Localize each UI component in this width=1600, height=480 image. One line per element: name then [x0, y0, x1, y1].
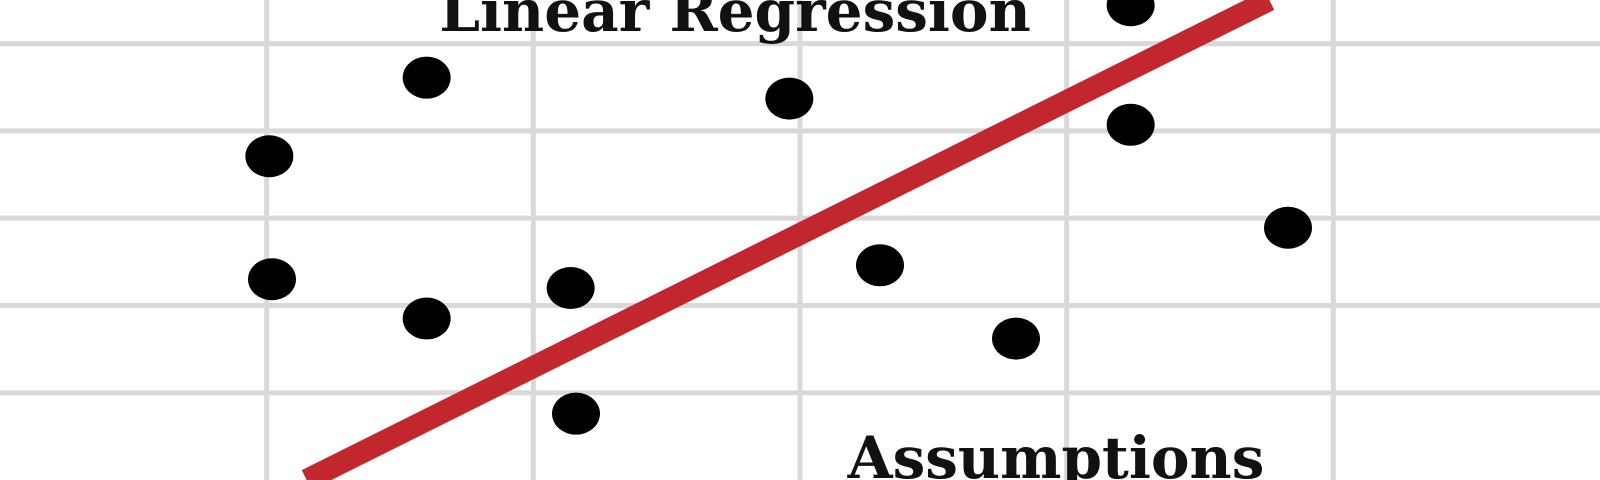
data-point [765, 77, 814, 120]
data-point [245, 135, 294, 178]
data-points [245, 0, 1312, 435]
chart-subtitle: Assumptions [847, 424, 1265, 480]
regression-line [301, 0, 1275, 480]
data-point [248, 258, 296, 301]
data-point [1264, 206, 1312, 249]
data-point [1106, 103, 1155, 146]
data-point [856, 244, 904, 287]
data-point [992, 317, 1040, 360]
data-point [402, 56, 451, 99]
data-point [402, 297, 451, 340]
chart-title: Linear Regression [439, 0, 1031, 45]
data-point [546, 267, 595, 309]
data-point [552, 392, 600, 435]
data-point [1106, 0, 1155, 27]
